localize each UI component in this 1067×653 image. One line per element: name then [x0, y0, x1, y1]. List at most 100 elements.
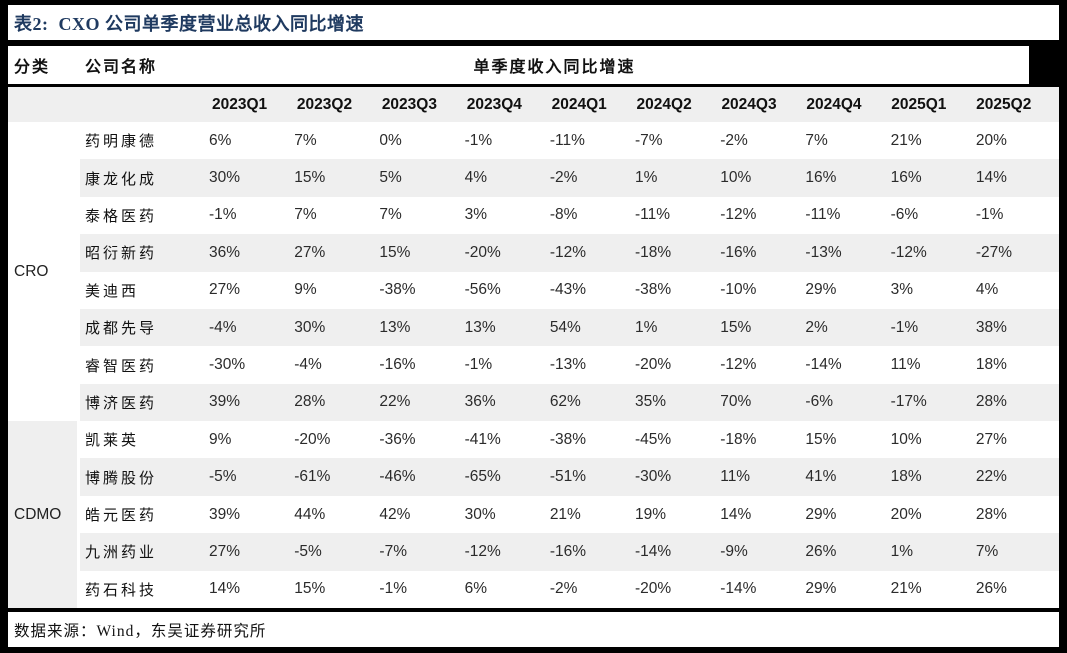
- value-cell: 70%: [720, 393, 752, 411]
- value-cell: 21%: [549, 505, 581, 523]
- value-cell: -20%: [464, 243, 501, 261]
- value-cell: 36%: [464, 393, 496, 411]
- value-cell: -14%: [805, 356, 842, 374]
- table-row: 康龙化成 30% 15% 5% 4% -2% 1% 10% 16% 16% 14%: [80, 159, 1059, 197]
- value-cell: 13%: [464, 318, 496, 336]
- value-cell: -65%: [464, 468, 501, 486]
- value-cell: 6%: [209, 131, 232, 149]
- value-cell: 14%: [720, 505, 752, 523]
- table-row: 昭衍新药 36% 27% 15% -20% -12% -18% -16% -13% -12% -27…: [80, 234, 1059, 272]
- value-cell: 21%: [890, 580, 922, 598]
- value-cell: 11%: [890, 356, 921, 374]
- value-cell: 14%: [975, 169, 1007, 187]
- value-cell: 7%: [975, 542, 999, 560]
- value-cell: 6%: [464, 580, 488, 598]
- value-cell: 18%: [890, 468, 922, 486]
- table-row: 九洲药业 27% -5% -7% -12% -16% -14% -9% 26% 1% 7%: [80, 533, 1059, 571]
- quarter-header-cell: 2024Q2: [636, 95, 692, 113]
- value-cell: -1%: [464, 131, 493, 149]
- company-name: 博腾股份: [85, 470, 158, 487]
- value-cell: 26%: [975, 580, 1007, 598]
- value-cell: 54%: [549, 318, 581, 336]
- value-cell: -2%: [549, 580, 578, 598]
- company-name: 皓元医药: [85, 508, 158, 525]
- value-cell: -41%: [464, 430, 501, 448]
- value-cell: 9%: [294, 281, 317, 299]
- table-row: 美迪西 27% 9% -38% -56% -43% -38% -10% 29% 3% 4%: [80, 272, 1059, 309]
- value-cell: -1%: [975, 206, 1004, 224]
- table-row: 博济医药 39% 28% 22% 36% 62% 35% 70% -6% -17% 28%: [80, 383, 1059, 422]
- value-cell: -45%: [635, 430, 672, 448]
- value-cell: 7%: [294, 131, 317, 149]
- company-name: 美迪西: [85, 283, 140, 300]
- table-title-bar: 表2: CXO 公司单季度营业总收入同比增速: [8, 5, 1059, 40]
- value-cell: -11%: [549, 131, 585, 149]
- quarter-header-cell: 2024Q4: [806, 95, 862, 113]
- value-cell: -12%: [549, 243, 586, 261]
- value-cell: 42%: [379, 505, 411, 523]
- category-column-header: 分类: [14, 59, 51, 76]
- value-cell: 29%: [805, 505, 837, 523]
- value-cell: 19%: [635, 505, 667, 523]
- value-cell: 21%: [890, 131, 922, 149]
- value-cell: -2%: [549, 169, 578, 187]
- group-cro: CRO 药明康德 6% 7% 0% -1% -11% -7% -2% 7% 21% 20% 康龙化成 30…: [8, 122, 1059, 422]
- table-row: 药石科技 14% 15% -1% 6% -2% -20% -14% 29% 21% 26%: [80, 571, 1059, 608]
- value-cell: -1%: [209, 206, 237, 224]
- value-cell: -8%: [549, 206, 578, 224]
- value-cell: -30%: [209, 356, 246, 374]
- category-cell: CDMO: [8, 421, 80, 608]
- value-cell: 11%: [720, 468, 751, 486]
- value-cell: -20%: [635, 356, 672, 374]
- value-cell: 15%: [294, 580, 326, 598]
- company-name: 康龙化成: [85, 171, 158, 188]
- table-row: 药明康德 6% 7% 0% -1% -11% -7% -2% 7% 21% 20%: [80, 122, 1059, 159]
- quarter-header-row: 2023Q1 2023Q2 2023Q3 2023Q4 2024Q1 2024Q2 2024…: [8, 87, 1059, 122]
- data-source-note: 数据来源：Wind，东吴证券研究所: [14, 622, 267, 640]
- quarter-header-cell: 2024Q3: [721, 95, 777, 113]
- value-cell: -9%: [720, 542, 748, 560]
- value-cell: -5%: [294, 542, 322, 560]
- column-header-row: 分类 公司名称 单季度收入同比增速: [8, 46, 1059, 84]
- divider-above-footer: [8, 608, 1059, 612]
- company-name: 成都先导: [85, 321, 158, 338]
- value-cell: 3%: [464, 206, 488, 224]
- value-cell: 30%: [464, 505, 496, 523]
- value-cell: -13%: [805, 243, 842, 261]
- value-cell: -16%: [549, 542, 586, 560]
- company-name: 泰格医药: [85, 208, 158, 225]
- category-cell: CRO: [8, 122, 80, 422]
- quarter-header-cell: 2025Q1: [891, 95, 947, 113]
- value-cell: -1%: [890, 318, 919, 336]
- value-cell: -11%: [805, 206, 841, 224]
- value-cell: 62%: [549, 393, 581, 411]
- value-cell: 7%: [379, 206, 402, 224]
- value-cell: -43%: [549, 281, 586, 299]
- value-cell: 27%: [294, 243, 326, 261]
- value-cell: 16%: [805, 169, 837, 187]
- value-cell: 16%: [890, 169, 922, 187]
- value-cell: -16%: [379, 356, 416, 374]
- value-cell: -6%: [805, 393, 833, 411]
- table-row: 博腾股份 -5% -61% -46% -65% -51% -30% 11% 41% 18% 22%: [80, 458, 1059, 496]
- table-row: 凯莱英 9% -20% -36% -41% -38% -45% -18% 15% 10% 27%: [80, 421, 1059, 458]
- value-cell: 22%: [379, 393, 411, 411]
- company-name: 九洲药业: [85, 545, 158, 562]
- value-cell: 1%: [635, 169, 658, 187]
- quarter-header-cell: 2023Q4: [466, 95, 522, 113]
- value-cell: 2%: [805, 318, 828, 336]
- value-cell: 15%: [805, 430, 837, 448]
- table-row: 皓元医药 39% 44% 42% 30% 21% 19% 14% 29% 20% 28%: [80, 496, 1059, 533]
- value-cell: -12%: [890, 243, 927, 261]
- value-cell: 44%: [294, 505, 326, 523]
- value-cell: -14%: [720, 580, 757, 598]
- value-cell: -38%: [379, 281, 416, 299]
- value-cell: -38%: [549, 430, 586, 448]
- value-cell: -4%: [294, 356, 322, 374]
- quarter-header-cell: 2025Q2: [976, 95, 1032, 113]
- group-rows: 凯莱英 9% -20% -36% -41% -38% -45% -18% 15% 10% 27% 博腾…: [80, 421, 1059, 608]
- value-cell: -27%: [975, 243, 1013, 261]
- value-cell: -14%: [635, 542, 672, 560]
- table-row: 成都先导 -4% 30% 13% 13% 54% 1% 15% 2% -1% 38%: [80, 308, 1059, 347]
